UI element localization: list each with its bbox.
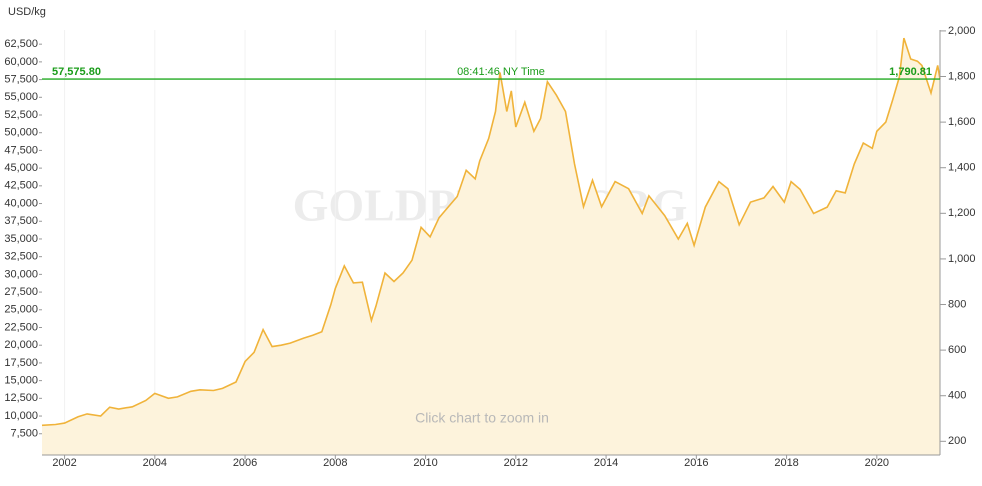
y-tick-label: 20,000 [4, 339, 38, 351]
area [42, 38, 940, 455]
y-tick-label: 50,000 [4, 127, 38, 139]
y-tick-label: 52,500 [4, 109, 38, 121]
y-axis-label: USD/kg [8, 6, 46, 18]
y2-tick-label: 600 [948, 344, 966, 356]
y2-tick-label: 1,000 [948, 253, 976, 265]
y-tick-label: 45,000 [4, 162, 38, 174]
y-tick-label: 22,500 [4, 321, 38, 333]
y-tick-label: 30,000 [4, 268, 38, 280]
y-tick-label: 12,500 [4, 392, 38, 404]
y-tick-label: 7,500 [10, 428, 38, 440]
x-tick-label: 2008 [323, 457, 347, 469]
current-price-label: 57,575.80 [52, 66, 101, 78]
y-tick-label: 17,500 [4, 357, 38, 369]
current-price-oz-label: 1,790.81 [889, 66, 932, 78]
x-tick-label: 2020 [865, 457, 889, 469]
x-tick-label: 2010 [413, 457, 437, 469]
y-tick-label: 62,500 [4, 38, 38, 50]
y-tick-label: 35,000 [4, 233, 38, 245]
x-tick-label: 2006 [233, 457, 257, 469]
y-tick-label: 15,000 [4, 375, 38, 387]
line [41, 37, 941, 427]
y2-tick-label: 400 [948, 390, 966, 402]
x-tick-label: 2002 [52, 457, 76, 469]
x-tick-label: 2004 [143, 457, 167, 469]
y-tick-label: 10,000 [4, 410, 38, 422]
y-tick-label: 47,500 [4, 144, 38, 156]
y-tick-label: 27,500 [4, 286, 38, 298]
y-tick-label: 57,500 [4, 73, 38, 85]
y2-tick-label: 1,600 [948, 116, 976, 128]
y2-tick-label: 1,800 [948, 70, 976, 82]
x-tick-label: 2012 [504, 457, 528, 469]
y2-tick-label: 200 [948, 435, 966, 447]
x-tick-label: 2016 [684, 457, 708, 469]
y-tick-label: 32,500 [4, 251, 38, 263]
y2-tick-label: 1,400 [948, 162, 976, 174]
time-label: 08:41:46 NY Time [457, 66, 545, 78]
y-tick-label: 55,000 [4, 91, 38, 103]
y-tick-label: 40,000 [4, 197, 38, 209]
y-tick-label: 37,500 [4, 215, 38, 227]
y-tick-label: 25,000 [4, 304, 38, 316]
zoom-hint: Click chart to zoom in [415, 410, 549, 426]
y-tick-label: 60,000 [4, 56, 38, 68]
y-tick-label: 42,500 [4, 180, 38, 192]
y2-tick-label: 800 [948, 298, 966, 310]
x-tick-label: 2018 [774, 457, 798, 469]
y2-tick-label: 1,200 [948, 207, 976, 219]
x-tick-label: 2014 [594, 457, 618, 469]
y2-tick-label: 2,000 [948, 25, 976, 37]
